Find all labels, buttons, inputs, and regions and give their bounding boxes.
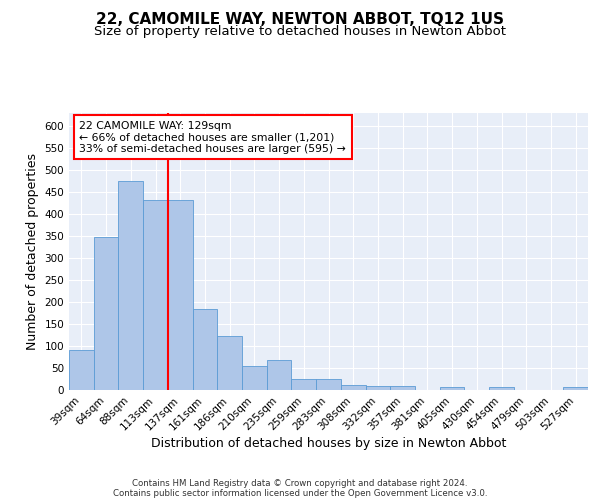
Text: 22, CAMOMILE WAY, NEWTON ABBOT, TQ12 1US: 22, CAMOMILE WAY, NEWTON ABBOT, TQ12 1US [96, 12, 504, 28]
Bar [94, 236, 118, 390]
Text: Size of property relative to detached houses in Newton Abbot: Size of property relative to detached ho… [94, 25, 506, 38]
Bar [341, 384, 365, 390]
Bar [242, 366, 267, 390]
Bar [69, 350, 94, 390]
Bar [316, 379, 341, 390]
Bar [143, 200, 168, 390]
Bar [168, 200, 193, 390]
Bar [390, 386, 415, 390]
Text: Contains HM Land Registry data © Crown copyright and database right 2024.: Contains HM Land Registry data © Crown c… [132, 478, 468, 488]
Bar [489, 387, 514, 390]
Bar [365, 386, 390, 390]
Y-axis label: Number of detached properties: Number of detached properties [26, 153, 39, 350]
Text: Contains public sector information licensed under the Open Government Licence v3: Contains public sector information licen… [113, 488, 487, 498]
Bar [267, 360, 292, 390]
Bar [440, 387, 464, 390]
Text: 22 CAMOMILE WAY: 129sqm
← 66% of detached houses are smaller (1,201)
33% of semi: 22 CAMOMILE WAY: 129sqm ← 66% of detache… [79, 121, 346, 154]
X-axis label: Distribution of detached houses by size in Newton Abbot: Distribution of detached houses by size … [151, 438, 506, 450]
Bar [217, 336, 242, 390]
Bar [292, 379, 316, 390]
Bar [193, 310, 217, 390]
Bar [118, 181, 143, 390]
Bar [563, 387, 588, 390]
